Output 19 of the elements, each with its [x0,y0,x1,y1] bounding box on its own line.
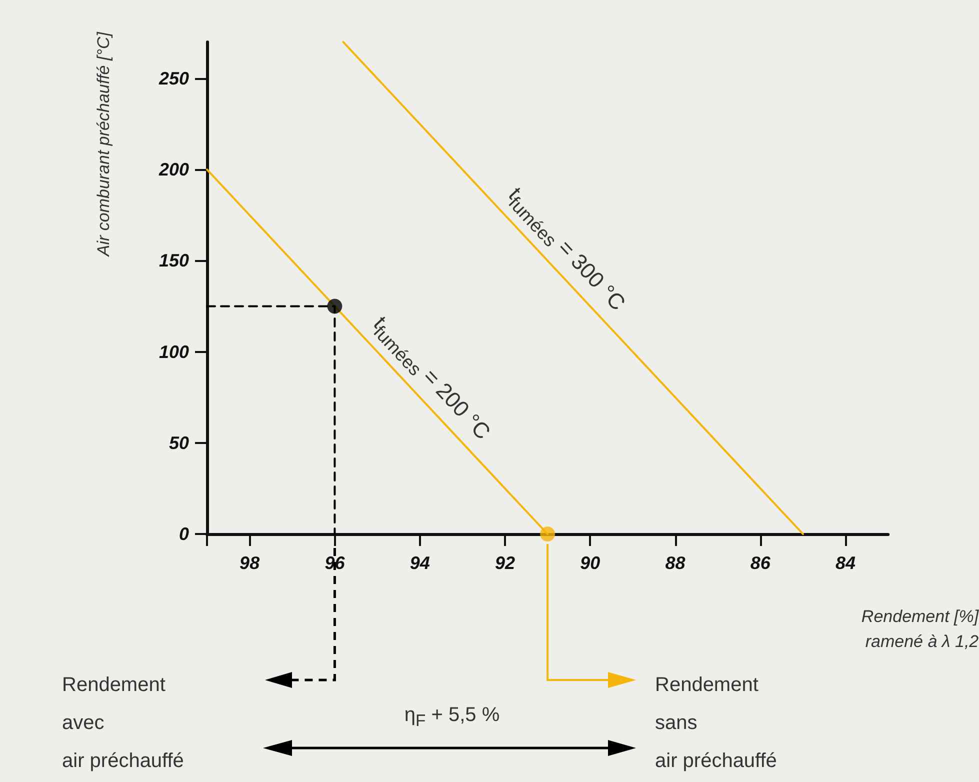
y-axis-title: Air comburant préchauffé [°C] [94,30,113,258]
x-tick-label: 98 [240,553,260,573]
x-tick-label: 86 [750,553,772,573]
x-tick-label: 90 [580,553,600,573]
y-tick-label: 200 [158,160,189,180]
x-tick-label: 92 [494,553,515,573]
y-tick-label: 250 [158,68,189,88]
y-tick-label: 100 [158,342,189,362]
text: η$_{F}$ + 5,5 % [404,703,500,732]
text: Rendement sans air préchauffé [655,673,777,774]
x-tick-label: 88 [665,553,686,573]
x-tick-label: 96 [324,553,346,573]
x-axis-title: Rendement [%] ramené à λ 1,2 [861,607,979,651]
text: Rendement avec air préchauffé [62,673,184,774]
y-tick-label: 150 [158,250,189,271]
y-tick-label: 50 [168,432,189,453]
x-tick-label: 94 [410,553,430,573]
x-tick-label: 84 [836,553,856,573]
y-tick-label: 0 [178,524,189,544]
